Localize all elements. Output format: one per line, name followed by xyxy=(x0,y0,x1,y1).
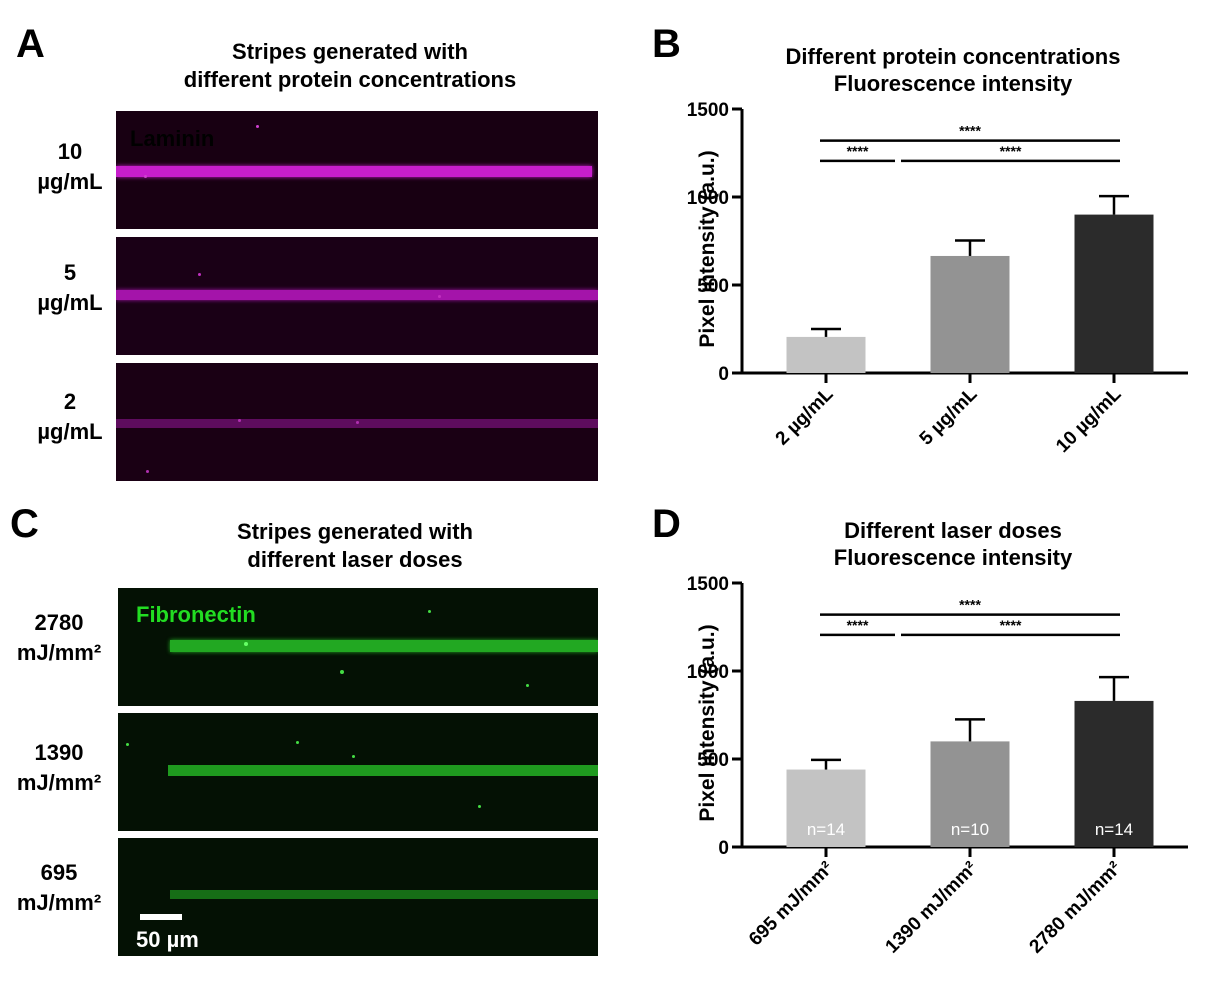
panel-c-row-label-2: 1390 mJ/mm² xyxy=(4,738,114,798)
n-label: n=14 xyxy=(1095,820,1133,839)
micrograph-fibronectin-695: 50 µm xyxy=(118,838,598,956)
x-tick-label: 5 µg/mL xyxy=(916,383,982,449)
bar xyxy=(930,741,1010,847)
protein-stripe xyxy=(170,640,598,652)
panel-a-row-label-3: 2 µg/mL xyxy=(15,387,125,447)
panel-a-title-line-2: different protein concentrations xyxy=(183,67,517,92)
panel-c-title: Stripes generated with different laser d… xyxy=(130,518,580,574)
chart-title-line: Different protein concentrations xyxy=(786,44,1121,69)
panel-letter-b: B xyxy=(652,22,681,66)
y-axis-label: Pixel intensity (a.u.) xyxy=(696,624,719,821)
speckle xyxy=(356,421,359,424)
y-tick-label: 1000 xyxy=(687,188,729,209)
bar xyxy=(1074,700,1154,847)
panel-a-title: Stripes generated with different protein… xyxy=(130,38,570,94)
speckle xyxy=(198,273,201,276)
panel-a-title-line-1: Stripes generated with xyxy=(232,39,468,64)
chart-b: Different protein concentrationsFluoresc… xyxy=(687,44,1188,457)
panel-c-title-line-1: Stripes generated with xyxy=(237,519,473,544)
panel-c-row-label-3: 695 mJ/mm² xyxy=(4,858,114,918)
row-label-unit: µg/mL xyxy=(37,290,103,315)
speckle xyxy=(526,684,529,687)
bar xyxy=(786,769,866,847)
micrograph-fibronectin-2780: Fibronectin xyxy=(118,588,598,706)
speckle xyxy=(238,419,241,422)
significance-label: **** xyxy=(959,123,981,139)
row-label-value: 1390 xyxy=(34,740,84,765)
speckle xyxy=(438,295,441,298)
speckle xyxy=(352,755,355,758)
row-label-value: 2780 xyxy=(34,610,84,635)
y-tick-label: 500 xyxy=(697,750,729,771)
speckle xyxy=(256,125,259,128)
bar xyxy=(1074,214,1154,373)
row-label-unit: mJ/mm² xyxy=(16,640,102,665)
row-label-unit: µg/mL xyxy=(37,169,103,194)
x-tick-label: 2 µg/mL xyxy=(772,383,838,449)
y-tick-label: 0 xyxy=(718,364,729,385)
stain-label-laminin: Laminin xyxy=(130,126,215,151)
speckle xyxy=(428,610,431,613)
n-label: n=10 xyxy=(951,820,989,839)
stain-label-fibronectin: Fibronectin xyxy=(136,602,256,627)
chart-title-line: Fluorescence intensity xyxy=(834,71,1073,96)
protein-stripe xyxy=(170,890,598,899)
significance-label: **** xyxy=(959,597,981,613)
row-label-unit: mJ/mm² xyxy=(16,770,102,795)
speckle xyxy=(126,743,129,746)
panel-c-row-label-1: 2780 mJ/mm² xyxy=(4,608,114,668)
row-label-unit: µg/mL xyxy=(37,419,103,444)
scale-bar xyxy=(140,914,182,920)
speckle xyxy=(146,470,149,473)
panel-letter-a: A xyxy=(16,22,45,66)
micrograph-laminin-2 xyxy=(116,363,598,481)
row-label-value: 695 xyxy=(40,860,78,885)
bar xyxy=(930,255,1010,373)
row-label-value: 10 xyxy=(57,139,83,164)
chart-title-line: Fluorescence intensity xyxy=(834,545,1073,570)
y-tick-label: 1500 xyxy=(687,574,729,595)
speckle xyxy=(144,175,147,178)
micrograph-fibronectin-1390 xyxy=(118,713,598,831)
significance-label: **** xyxy=(1000,617,1022,633)
x-tick-label: 10 µg/mL xyxy=(1052,383,1126,457)
y-tick-label: 500 xyxy=(697,276,729,297)
micrograph-laminin-10: Laminin xyxy=(116,111,598,229)
panel-a-row-label-2: 5 µg/mL xyxy=(15,258,125,318)
micrograph-laminin-5 xyxy=(116,237,598,355)
panel-c-title-line-2: different laser doses xyxy=(247,547,463,572)
x-tick-label: 1390 mJ/mm² xyxy=(882,858,982,958)
row-label-value: 5 xyxy=(63,260,77,285)
row-label-unit: mJ/mm² xyxy=(16,890,102,915)
panel-letter-c: C xyxy=(10,502,39,546)
scale-bar-label: 50 µm xyxy=(136,927,199,952)
chart-title-line: Different laser doses xyxy=(844,518,1062,543)
speckle xyxy=(296,741,299,744)
speckle xyxy=(478,805,481,808)
significance-label: **** xyxy=(847,617,869,633)
bar xyxy=(786,336,866,373)
y-axis-label: Pixel intensity (a.u.) xyxy=(696,150,719,347)
speckle xyxy=(340,670,344,674)
x-tick-label: 695 mJ/mm² xyxy=(745,858,838,951)
x-tick-label: 2780 mJ/mm² xyxy=(1026,858,1126,958)
panel-a-row-label-1: 10 µg/mL xyxy=(15,137,125,197)
significance-label: **** xyxy=(847,143,869,159)
y-tick-label: 1500 xyxy=(687,100,729,121)
n-label: n=14 xyxy=(807,820,845,839)
panel-letter-d: D xyxy=(652,502,681,546)
protein-stripe xyxy=(168,765,598,776)
protein-stripe xyxy=(116,166,592,177)
y-tick-label: 0 xyxy=(718,838,729,859)
y-tick-label: 1000 xyxy=(687,662,729,683)
significance-label: **** xyxy=(1000,143,1022,159)
protein-stripe xyxy=(116,290,598,300)
row-label-value: 2 xyxy=(63,389,77,414)
speckle xyxy=(244,642,248,646)
